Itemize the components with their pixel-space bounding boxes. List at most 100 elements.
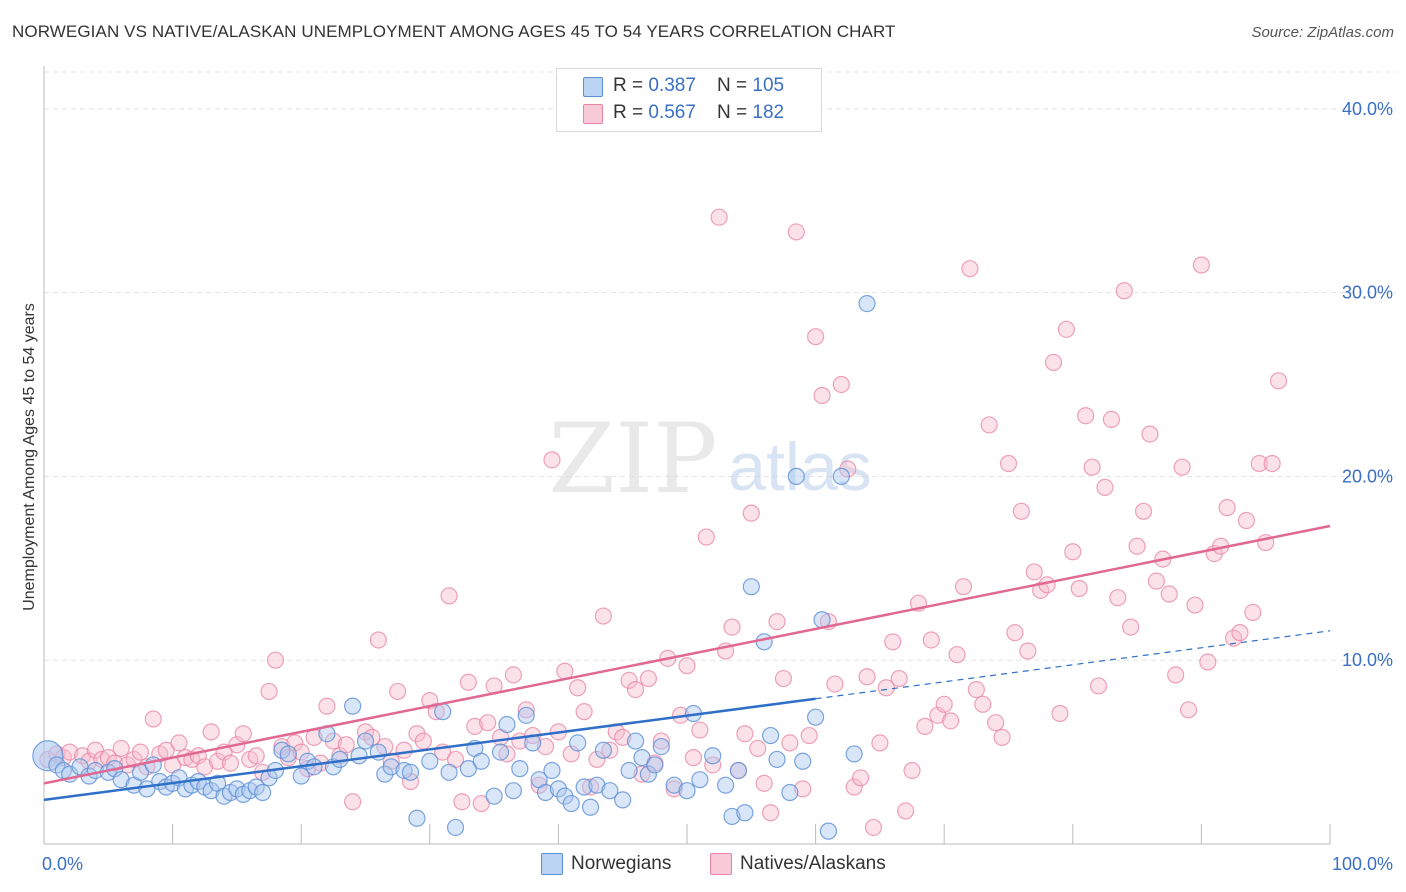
natives-alaskans-point — [1012, 502, 1030, 520]
norwegians-point — [344, 697, 362, 715]
natives-alaskans-point — [916, 717, 934, 735]
natives-alaskans-point — [601, 741, 619, 759]
natives-alaskans-point — [871, 734, 889, 752]
natives-alaskans-point — [742, 504, 760, 522]
natives-alaskans-point — [1186, 596, 1204, 614]
natives-alaskans-point — [1237, 511, 1256, 530]
natives-alaskans-point — [1179, 701, 1198, 719]
natives-alaskans-point — [897, 802, 915, 820]
natives-alaskans-point — [813, 386, 831, 405]
natives-alaskans-point — [723, 618, 741, 636]
natives-alaskans-point — [639, 669, 658, 688]
natives-alaskans-point — [626, 680, 645, 699]
norwegians-point — [761, 726, 780, 745]
natives-alaskans-point — [736, 725, 754, 743]
natives-alaskans-point — [652, 732, 670, 750]
natives-alaskans-point — [974, 695, 992, 713]
norwegians-point — [581, 798, 600, 816]
legend: R = 0.387 N = 105 R = 0.567 N = 182 — [556, 68, 822, 132]
norwegians-point — [395, 761, 413, 780]
natives-alaskans-point — [1089, 677, 1108, 695]
norwegians-point — [704, 747, 722, 765]
norwegians-point — [633, 749, 651, 767]
norwegians-point — [517, 706, 535, 724]
natives-alaskans-point — [1244, 603, 1262, 622]
bottom-legend-label: Norwegians — [571, 853, 672, 874]
natives-alaskans-point — [1122, 618, 1140, 636]
norwegians-point — [305, 758, 323, 776]
natives-alaskans-point — [517, 701, 535, 719]
norwegians-point — [292, 767, 310, 785]
norwegians-point — [279, 745, 297, 763]
natives-alaskans-point — [678, 657, 696, 675]
y-tick-label: 40.0% — [1342, 99, 1393, 119]
norwegians-point — [575, 778, 593, 796]
norwegians-trend-line — [43, 697, 816, 802]
trend-lines — [43, 524, 1331, 802]
natives-alaskans-point — [389, 682, 407, 701]
norwegians-point — [614, 791, 632, 809]
natives-alaskans-point — [575, 703, 593, 721]
natives-alaskans-point — [247, 747, 265, 765]
natives-alaskans-point — [858, 668, 876, 686]
norwegians-point — [446, 818, 465, 837]
natives-alaskans-point — [440, 587, 458, 605]
grid-lines — [44, 71, 1396, 661]
natives-alaskans-point — [112, 739, 130, 758]
natives-alaskans-point — [967, 680, 985, 699]
bottom-legend-swatch-pink — [710, 853, 732, 875]
natives-alaskans-point — [1096, 478, 1114, 497]
norwegians-point — [511, 760, 529, 778]
natives-alaskans-point — [1083, 458, 1101, 476]
legend-text: R = 0.567 N = 182 — [613, 102, 785, 123]
natives-alaskans-point — [1128, 537, 1146, 555]
y-tick-label: 20.0% — [1342, 466, 1393, 486]
natives-alaskans-point — [781, 734, 799, 752]
norwegians-point — [736, 804, 754, 822]
natives-alaskans-point — [1231, 624, 1249, 642]
natives-alaskans-point — [292, 743, 310, 761]
norwegians-point — [536, 783, 555, 802]
norwegians-point — [562, 794, 580, 813]
source-label: Source: ZipAtlas.com — [1251, 24, 1394, 41]
natives-alaskans-point — [588, 750, 606, 769]
norwegians-point — [112, 771, 130, 789]
norwegians-point — [742, 578, 760, 596]
norwegians-point — [620, 761, 638, 780]
y-tick-label: 10.0% — [1342, 650, 1393, 670]
natives-alaskans-point — [472, 794, 490, 813]
norwegians-point — [421, 752, 439, 770]
natives-alaskans-point — [221, 754, 240, 772]
natives-alaskans-point — [935, 695, 953, 713]
natives-alaskans-point — [1147, 572, 1165, 590]
natives-alaskans-point — [318, 697, 336, 715]
norwegians-point — [32, 740, 64, 772]
norwegians-point — [845, 745, 863, 763]
natives-alaskans-point — [144, 710, 162, 728]
natives-alaskans-point — [1218, 499, 1236, 517]
natives-alaskans-point — [543, 451, 561, 469]
natives-alaskans-point — [459, 673, 477, 691]
natives-alaskans-point — [1199, 653, 1217, 671]
natives-alaskans-point — [1141, 425, 1159, 443]
norwegians-point — [639, 765, 658, 783]
norwegians-point — [350, 747, 368, 765]
natives-alaskans-point — [569, 679, 587, 697]
norwegians-point — [832, 467, 850, 485]
norwegians-point — [678, 782, 696, 800]
natives-alaskans-point — [260, 682, 278, 701]
natives-alaskans-point — [684, 749, 703, 767]
natives-alaskans-point — [234, 725, 252, 743]
norwegians-point — [588, 776, 606, 794]
natives-alaskans-point — [1109, 589, 1127, 607]
norwegians-point — [382, 758, 400, 776]
natives-alaskans-point — [987, 714, 1005, 732]
natives-alaskans-point — [884, 633, 902, 651]
natives-alaskans-trend-line — [43, 524, 1331, 785]
norwegians-point — [723, 807, 741, 826]
norwegians-point — [498, 715, 516, 734]
natives-alaskans-point — [369, 631, 387, 649]
legend-text: R = 0.387 N = 105 — [613, 75, 785, 96]
norwegians-point — [601, 782, 619, 800]
natives-alaskans-point — [942, 712, 960, 730]
